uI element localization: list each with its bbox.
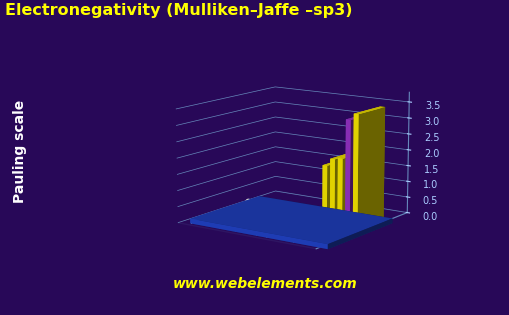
- Text: www.webelements.com: www.webelements.com: [173, 277, 357, 290]
- Text: Electronegativity (Mulliken–Jaffe –sp3): Electronegativity (Mulliken–Jaffe –sp3): [5, 3, 352, 18]
- Text: Pauling scale: Pauling scale: [13, 100, 27, 203]
